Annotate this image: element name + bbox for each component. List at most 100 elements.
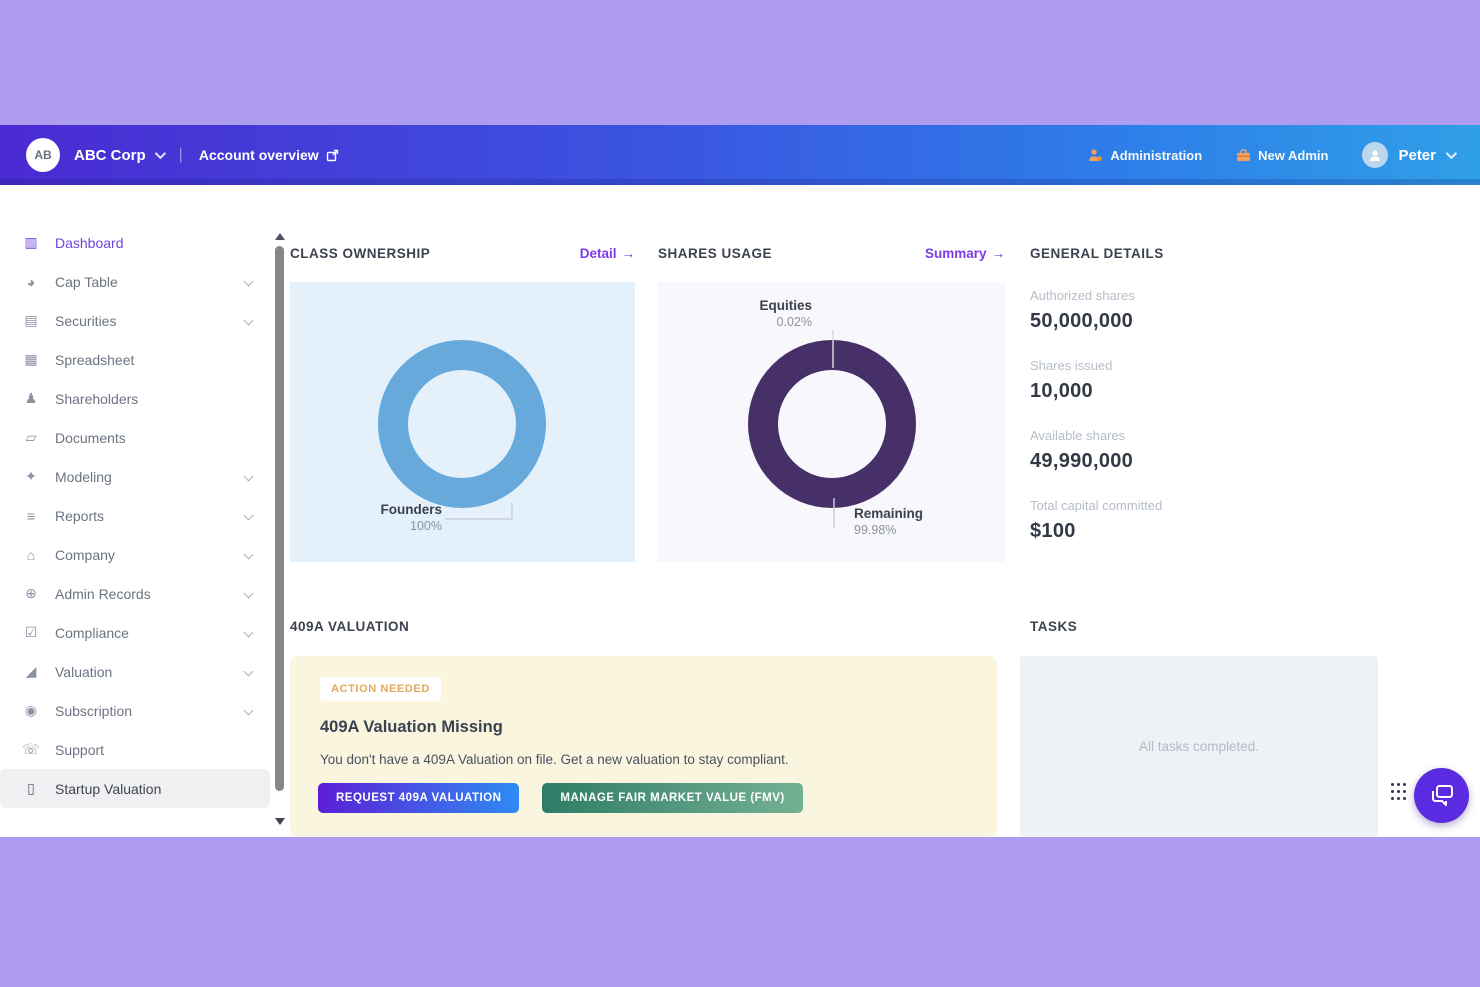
summary-link-label: Summary [924,246,987,261]
manage-fmv-button[interactable]: MANAGE FAIR MARKET VALUE (FMV) [542,783,803,813]
sidebar-item-modeling[interactable]: ✦ Modeling [0,457,270,496]
general-detail-label: Shares issued [1030,358,1113,373]
sidebar-item-compliance[interactable]: ☑ Compliance [0,613,270,652]
sidebar-item-label: Dashboard [55,234,124,251]
shares-usage-summary-link[interactable]: Summary → [925,246,1005,261]
scroll-up-arrow-icon[interactable] [275,233,285,240]
general-detail-value: 50,000,000 [1030,310,1134,332]
sidebar-item-documents[interactable]: ▱ Documents [0,418,270,457]
company-initials: AB [34,148,52,162]
sidebar-item-cap-table[interactable]: ◕ Cap Table [0,262,270,301]
chevron-down-icon [1445,147,1458,160]
sidebar-item-spreadsheet[interactable]: ▦ Spreadsheet [0,340,270,379]
dollar-icon: ◉ [24,702,38,718]
founders-label: Founders [380,502,442,517]
report-icon: ≡ [26,507,36,524]
request-409a-valuation-button[interactable]: REQUEST 409A VALUATION [318,783,520,813]
equities-value: 0.02% [776,314,812,329]
valuation-409a-buttons: REQUEST 409A VALUATION MANAGE FAIR MARKE… [318,783,997,813]
sidebar-item-startup-valuation[interactable]: ▯ Startup Valuation [0,769,270,808]
administration-link[interactable]: Administration [1088,148,1202,163]
sidebar-item-label: Admin Records [55,585,151,602]
sidebar-item-admin-records[interactable]: ⊕ Admin Records [0,574,270,613]
sidebar-item-label: Spreadsheet [55,351,135,368]
sidebar-item-subscription[interactable]: ◉ Subscription [0,691,270,730]
chevron-down-icon [243,627,254,638]
sidebar-item-company[interactable]: ⌂ Company [0,535,270,574]
support-icon: ☏ [22,741,40,757]
tasks-empty-text: All tasks completed. [1138,739,1260,754]
class-ownership-detail-link[interactable]: Detail → [580,246,635,261]
sidebar-item-label: Compliance [55,624,129,641]
general-detail-row: Total capital committed $100 [1030,498,1420,543]
chart-icon: ◢ [25,663,37,679]
class-ownership-donut [378,340,546,520]
scroll-down-arrow-icon[interactable] [275,818,285,825]
lightbulb-icon: ✦ [25,468,37,484]
equities-callout: Equities 0.02% [718,298,812,331]
sidebar-item-securities[interactable]: ▤ Securities [0,301,270,340]
administration-label: Administration [1110,147,1203,163]
valuation-409a-title: 409A VALUATION [290,619,410,634]
widget-drag-handle[interactable] [1391,783,1407,807]
tasks-card: All tasks completed. [1020,656,1378,837]
sidebar-item-support[interactable]: ☏ Support [0,730,270,769]
shares-usage-donut [748,330,916,528]
general-detail-row: Available shares 49,990,000 [1030,428,1420,473]
class-ownership-header: CLASS OWNERSHIP Detail → [290,246,635,261]
user-menu[interactable]: Peter [1362,142,1458,168]
topbar-right: Administration New Admin [1088,142,1458,168]
person-icon: ♟ [24,390,38,406]
chat-button[interactable] [1414,768,1469,823]
account-overview-link[interactable]: Account overview [199,147,339,163]
new-admin-label: New Admin [1258,147,1329,163]
new-admin-link[interactable]: New Admin [1236,148,1328,163]
company-name: ABC Corp [74,146,146,164]
shares-usage-title: SHARES USAGE [658,246,773,261]
remaining-value: 99.98% [854,522,897,537]
sidebar-item-valuation[interactable]: ◢ Valuation [0,652,270,691]
administration-person-icon [1089,149,1103,161]
chevron-down-icon [243,588,254,599]
arrow-right-icon: → [991,246,1006,261]
sidebar-item-label: Cap Table [55,273,118,290]
valuation-409a-card: ACTION NEEDED 409A Valuation Missing You… [290,656,997,837]
valuation-409a-heading: 409A Valuation Missing [320,718,503,736]
valuation-409a-body: You don't have a 409A Valuation on file.… [320,752,789,767]
sidebar-item-dashboard[interactable]: ▥ Dashboard [0,223,270,262]
founders-value: 100% [410,518,442,533]
detail-link-label: Detail [579,246,617,261]
founders-callout: Founders 100% [348,502,442,535]
shield-icon: ☑ [24,624,38,640]
chevron-down-icon [243,276,254,287]
folder-icon: ▱ [25,429,37,445]
sidebar-item-label: Subscription [55,702,133,719]
sidebar-item-reports[interactable]: ≡ Reports [0,496,270,535]
class-ownership-card: Founders 100% [290,282,635,562]
tasks-title: TASKS [1030,619,1078,634]
general-detail-row: Shares issued 10,000 [1030,358,1420,403]
valuation-409a-header: 409A VALUATION [290,619,997,634]
sidebar-item-label: Valuation [55,663,113,680]
sidebar-item-label: Startup Valuation [55,780,162,797]
chevron-down-icon [243,705,254,716]
chevron-down-icon [243,471,254,482]
building-icon: ⌂ [26,546,36,563]
sidebar-nav: ▥ Dashboard ◕ Cap Table ▤ Securities ▦ S… [0,223,270,808]
scrollbar-thumb[interactable] [275,246,284,791]
sidebar-item-shareholders[interactable]: ♟ Shareholders [0,379,270,418]
general-details-header: GENERAL DETAILS [1030,246,1420,261]
equities-label: Equities [759,298,812,313]
sidebar-item-label: Shareholders [55,390,139,407]
class-ownership-title: CLASS OWNERSHIP [290,246,431,261]
globe-icon: ⊕ [25,585,37,601]
shares-usage-card: Equities 0.02% Remaining 99.98% [658,282,1005,562]
user-person-icon [1370,150,1381,161]
sidebar-item-label: Documents [55,429,126,446]
chat-bubbles-icon [1431,784,1453,806]
chevron-down-icon [154,147,166,160]
dashboard-icon: ▥ [24,234,38,250]
sidebar-item-label: Support [55,741,105,758]
company-selector[interactable]: ABC Corp [74,146,166,164]
